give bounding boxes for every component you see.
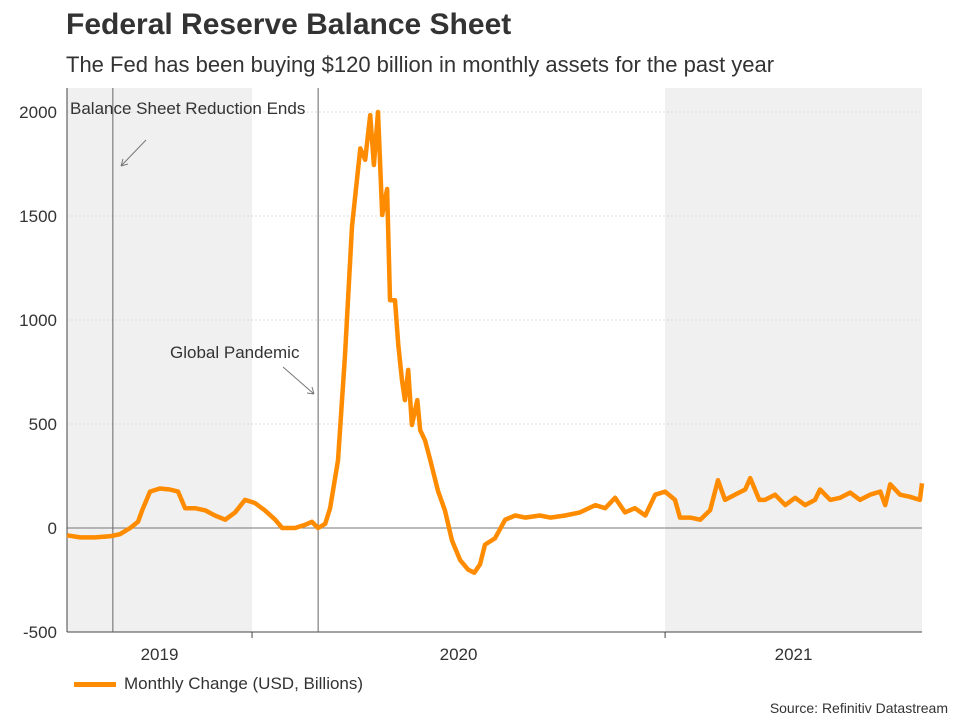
- annotation-label: Global Pandemic: [170, 343, 300, 362]
- annotation-arrow: [282, 366, 315, 395]
- x-tick-label: 2019: [141, 645, 179, 664]
- chart-subtitle: The Fed has been buying $120 billion in …: [66, 52, 775, 77]
- chart-title: Federal Reserve Balance Sheet: [66, 8, 512, 41]
- shaded-period: [67, 88, 253, 632]
- y-tick-label: 500: [29, 415, 57, 434]
- legend: Monthly Change (USD, Billions): [74, 674, 363, 694]
- y-tick-label: 1000: [19, 311, 57, 330]
- y-tick-label: 0: [48, 519, 57, 538]
- legend-label: Monthly Change (USD, Billions): [124, 674, 364, 693]
- y-tick-label: 1500: [19, 207, 57, 226]
- series-line: [66, 109, 925, 575]
- legend-swatch: [74, 681, 116, 687]
- annotation-label: Balance Sheet Reduction Ends: [70, 99, 305, 118]
- x-tick-label: 2020: [440, 645, 478, 664]
- annotation-arrow: [120, 139, 147, 167]
- x-tick-label: 2021: [775, 645, 813, 664]
- shaded-period: [665, 88, 922, 632]
- source-note: Source: Refinitiv Datastream: [769, 700, 948, 716]
- y-tick-label: -500: [23, 623, 57, 642]
- y-tick-label: 2000: [19, 103, 57, 122]
